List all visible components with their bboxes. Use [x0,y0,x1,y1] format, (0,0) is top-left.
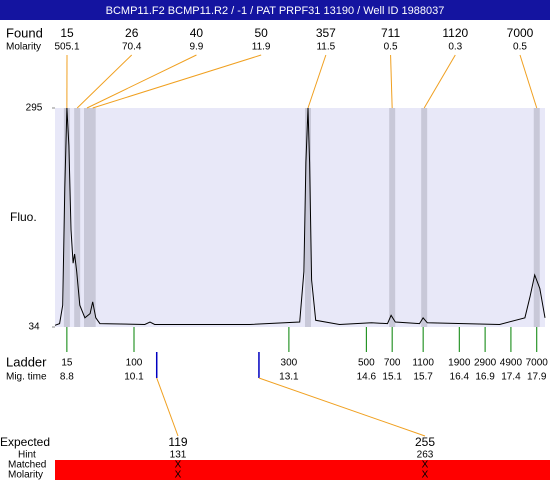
peak-band [421,108,427,327]
plot-area [55,108,545,327]
ladder-size: 15 [61,358,73,369]
molarity-label: Molarity [6,42,41,53]
ladder-size: 1100 [412,358,434,369]
ladder-size: 2900 [474,358,497,369]
ladder-mig-time: 8.8 [60,372,74,383]
found-molarity: 9.9 [189,42,203,53]
peak-band [90,108,96,327]
found-size: 7000 [507,26,534,40]
y-tick-label: 34 [28,322,40,333]
ladder-size: 1900 [448,358,471,369]
found-connector [520,55,537,108]
expected-connector [157,378,178,436]
found-molarity: 0.3 [448,42,462,53]
ladder-size: 100 [126,358,143,369]
found-size: 50 [254,26,268,40]
found-size: 357 [316,26,336,40]
ladder-mig-time: 13.1 [279,372,299,383]
expected-molarity-label: Molarity [8,470,43,480]
found-label: Found [6,25,43,40]
expected-connector [259,378,425,436]
expected-label: Expected [0,435,50,449]
expected-size: 255 [415,435,435,449]
expected-molarity: X [175,470,182,480]
ladder-mig-time: 14.6 [357,372,377,383]
found-molarity: 11.5 [316,42,335,53]
ladder-mig-time: 17.9 [527,372,547,383]
ladder-mig-time: 17.4 [501,372,521,383]
ladder-size: 500 [358,358,375,369]
found-connector [424,55,455,108]
found-connector [308,55,326,108]
y-label: Fluo. [10,210,37,224]
found-size: 40 [190,26,204,40]
ladder-size: 300 [281,358,298,369]
found-connector [391,55,393,108]
found-connector [93,55,261,108]
ladder-size: 700 [384,358,401,369]
peak-band [534,108,540,327]
found-molarity: 0.5 [513,42,527,53]
found-molarity: 0.5 [384,42,398,53]
y-tick-label: 295 [26,103,43,114]
ladder-mig-time: 15.7 [413,372,433,383]
found-size: 15 [60,26,74,40]
ladder-size: 7000 [526,358,549,369]
expected-molarity: X [422,470,429,480]
found-molarity: 505.1 [54,42,79,53]
found-size: 711 [381,26,400,40]
ladder-size: 4900 [500,358,523,369]
ladder-mig-time: 16.9 [475,372,495,383]
found-molarity: 70.4 [122,42,142,53]
peak-band [389,108,395,327]
found-size: 1120 [442,26,468,40]
peak-band [84,108,90,327]
expected-size: 119 [168,435,187,449]
found-size: 26 [125,26,139,40]
ladder-mig-time: 16.4 [450,372,470,383]
peak-band [74,108,80,327]
ladder-mig-time: 15.1 [382,372,402,383]
ladder-mig-time: 10.1 [124,372,144,383]
title: BCMP11.F2 BCMP11.R2 / -1 / PAT PRPF31 13… [106,5,445,17]
found-molarity: 11.9 [252,42,271,53]
mig-time-label: Mig. time [6,372,47,383]
found-connector [87,55,196,108]
matched-bar [55,460,550,480]
ladder-label: Ladder [6,354,47,369]
